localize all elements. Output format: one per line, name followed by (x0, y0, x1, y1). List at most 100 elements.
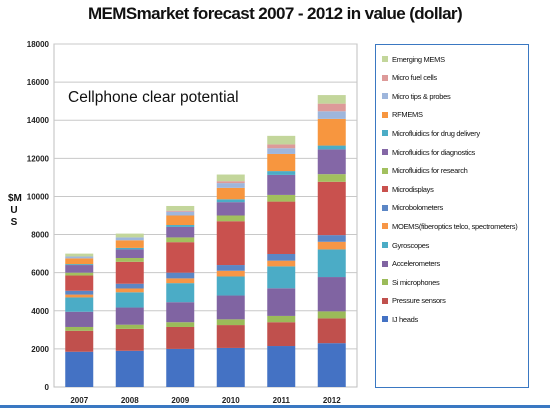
legend-item: Microfluidics for research (382, 164, 468, 178)
legend-label: Accelerometers (392, 259, 440, 269)
legend-label: MOEMS(fiberoptics telco, spectrometers) (392, 221, 518, 231)
bar-segment (166, 278, 195, 284)
bar-segment (115, 247, 144, 250)
legend-swatch (382, 242, 388, 248)
bar-segment (115, 249, 144, 258)
bar-segment (65, 294, 94, 298)
bar-segment (267, 288, 296, 316)
legend-item: Microdisplays (382, 182, 434, 196)
bar-segment (65, 351, 94, 387)
y-tick-label: 4000 (31, 307, 49, 316)
bar-segment (65, 256, 94, 259)
bar-segment (65, 265, 94, 273)
bar-segment (317, 111, 346, 119)
legend-swatch (382, 130, 388, 137)
bar-segment (317, 241, 346, 250)
bar-segment (166, 211, 195, 216)
y-tick-label: 16000 (27, 78, 50, 87)
bar-segment (317, 311, 346, 319)
bar-segment (267, 266, 296, 289)
bar-segment (317, 118, 346, 146)
bar-segment (216, 325, 245, 348)
bar-segment (317, 343, 346, 387)
legend-label: RFMEMS (392, 110, 423, 120)
bar-segment (216, 187, 245, 200)
legend-label: Gyroscopes (392, 240, 430, 250)
legend-swatch (382, 297, 388, 304)
legend-label: Pressure sensors (392, 296, 446, 306)
bar-segment (216, 174, 245, 182)
bar-segment (166, 226, 195, 238)
legend-swatch (382, 149, 388, 155)
bar-segment (65, 275, 94, 291)
bar-segment (216, 202, 245, 216)
legend-item: RFMEMS (382, 108, 423, 122)
bar-segment (267, 194, 296, 202)
legend-label: Si microphones (392, 277, 440, 287)
y-axis-label: $MUS (8, 193, 22, 228)
bar-segment (216, 181, 245, 184)
y-tick-label: 10000 (27, 192, 50, 201)
y-tick-label: 2000 (31, 345, 49, 354)
legend-item: Gyroscopes (382, 238, 429, 252)
legend-swatch (382, 186, 388, 193)
legend-item: Emerging MEMS (382, 52, 445, 66)
x-tick-label: 2012 (323, 396, 341, 405)
bar-segment (317, 149, 346, 175)
bar-segment (65, 297, 94, 312)
bar-segment (267, 346, 296, 387)
bar-segment (115, 350, 144, 387)
bar-segment (115, 307, 144, 325)
bar-segment (115, 237, 144, 241)
bar-segment (267, 171, 296, 175)
bar-segment (216, 215, 245, 222)
y-tick-label: 8000 (31, 231, 49, 240)
bar-segment (166, 237, 195, 243)
y-tick-label: 6000 (31, 269, 49, 278)
bar-segment (317, 318, 346, 344)
legend-item: Pressure sensors (382, 294, 446, 308)
bar-segment (317, 174, 346, 182)
legend-item: Accelerometers (382, 257, 440, 271)
bar-segment (115, 283, 144, 289)
bar-segment (166, 225, 195, 227)
x-tick-label: 2009 (171, 396, 189, 405)
bar-segment (115, 328, 144, 351)
bar-segment (317, 277, 346, 312)
legend-swatch (382, 111, 388, 118)
bar-segment (216, 347, 245, 387)
bar-segment (115, 288, 144, 293)
bar-segment (216, 221, 245, 266)
chart-title: MEMSmarket forecast 2007 - 2012 in value… (87, 4, 463, 23)
bar-segment (267, 253, 296, 261)
bar-segment (65, 330, 94, 352)
legend-item: Si microphones (382, 275, 440, 289)
bar-segment (115, 292, 144, 308)
bar-segment (267, 201, 296, 254)
legend-item: MOEMS(fiberoptics telco, spectrometers) (382, 219, 518, 233)
legend-swatch (382, 316, 388, 323)
legend-item: Microbolometers (382, 201, 443, 215)
bar-segment (216, 295, 245, 320)
bar-segment (166, 272, 195, 279)
bar-segment (65, 290, 94, 295)
bar-segment (216, 199, 245, 203)
bar-segment (65, 311, 94, 327)
legend-item: IJ heads (382, 312, 418, 326)
legend-label: Microfluidics for research (392, 166, 468, 176)
legend-swatch (382, 260, 388, 267)
bar-segment (166, 302, 195, 323)
bar-segment (166, 205, 195, 211)
bar-segment (65, 326, 94, 331)
bar-segment (317, 145, 346, 150)
bar-segment (216, 319, 245, 326)
legend-label: Microbolometers (392, 203, 443, 213)
x-tick-label: 2011 (273, 396, 291, 405)
chart-legend: Emerging MEMS Micro fuel cells Micro tips … (375, 44, 529, 388)
legend-swatch (382, 279, 388, 286)
legend-label: Microfluidics for drug delivery (392, 128, 480, 138)
y-tick-label: 14000 (27, 116, 50, 125)
bar-segment (267, 153, 296, 172)
bar-segment (267, 322, 296, 347)
